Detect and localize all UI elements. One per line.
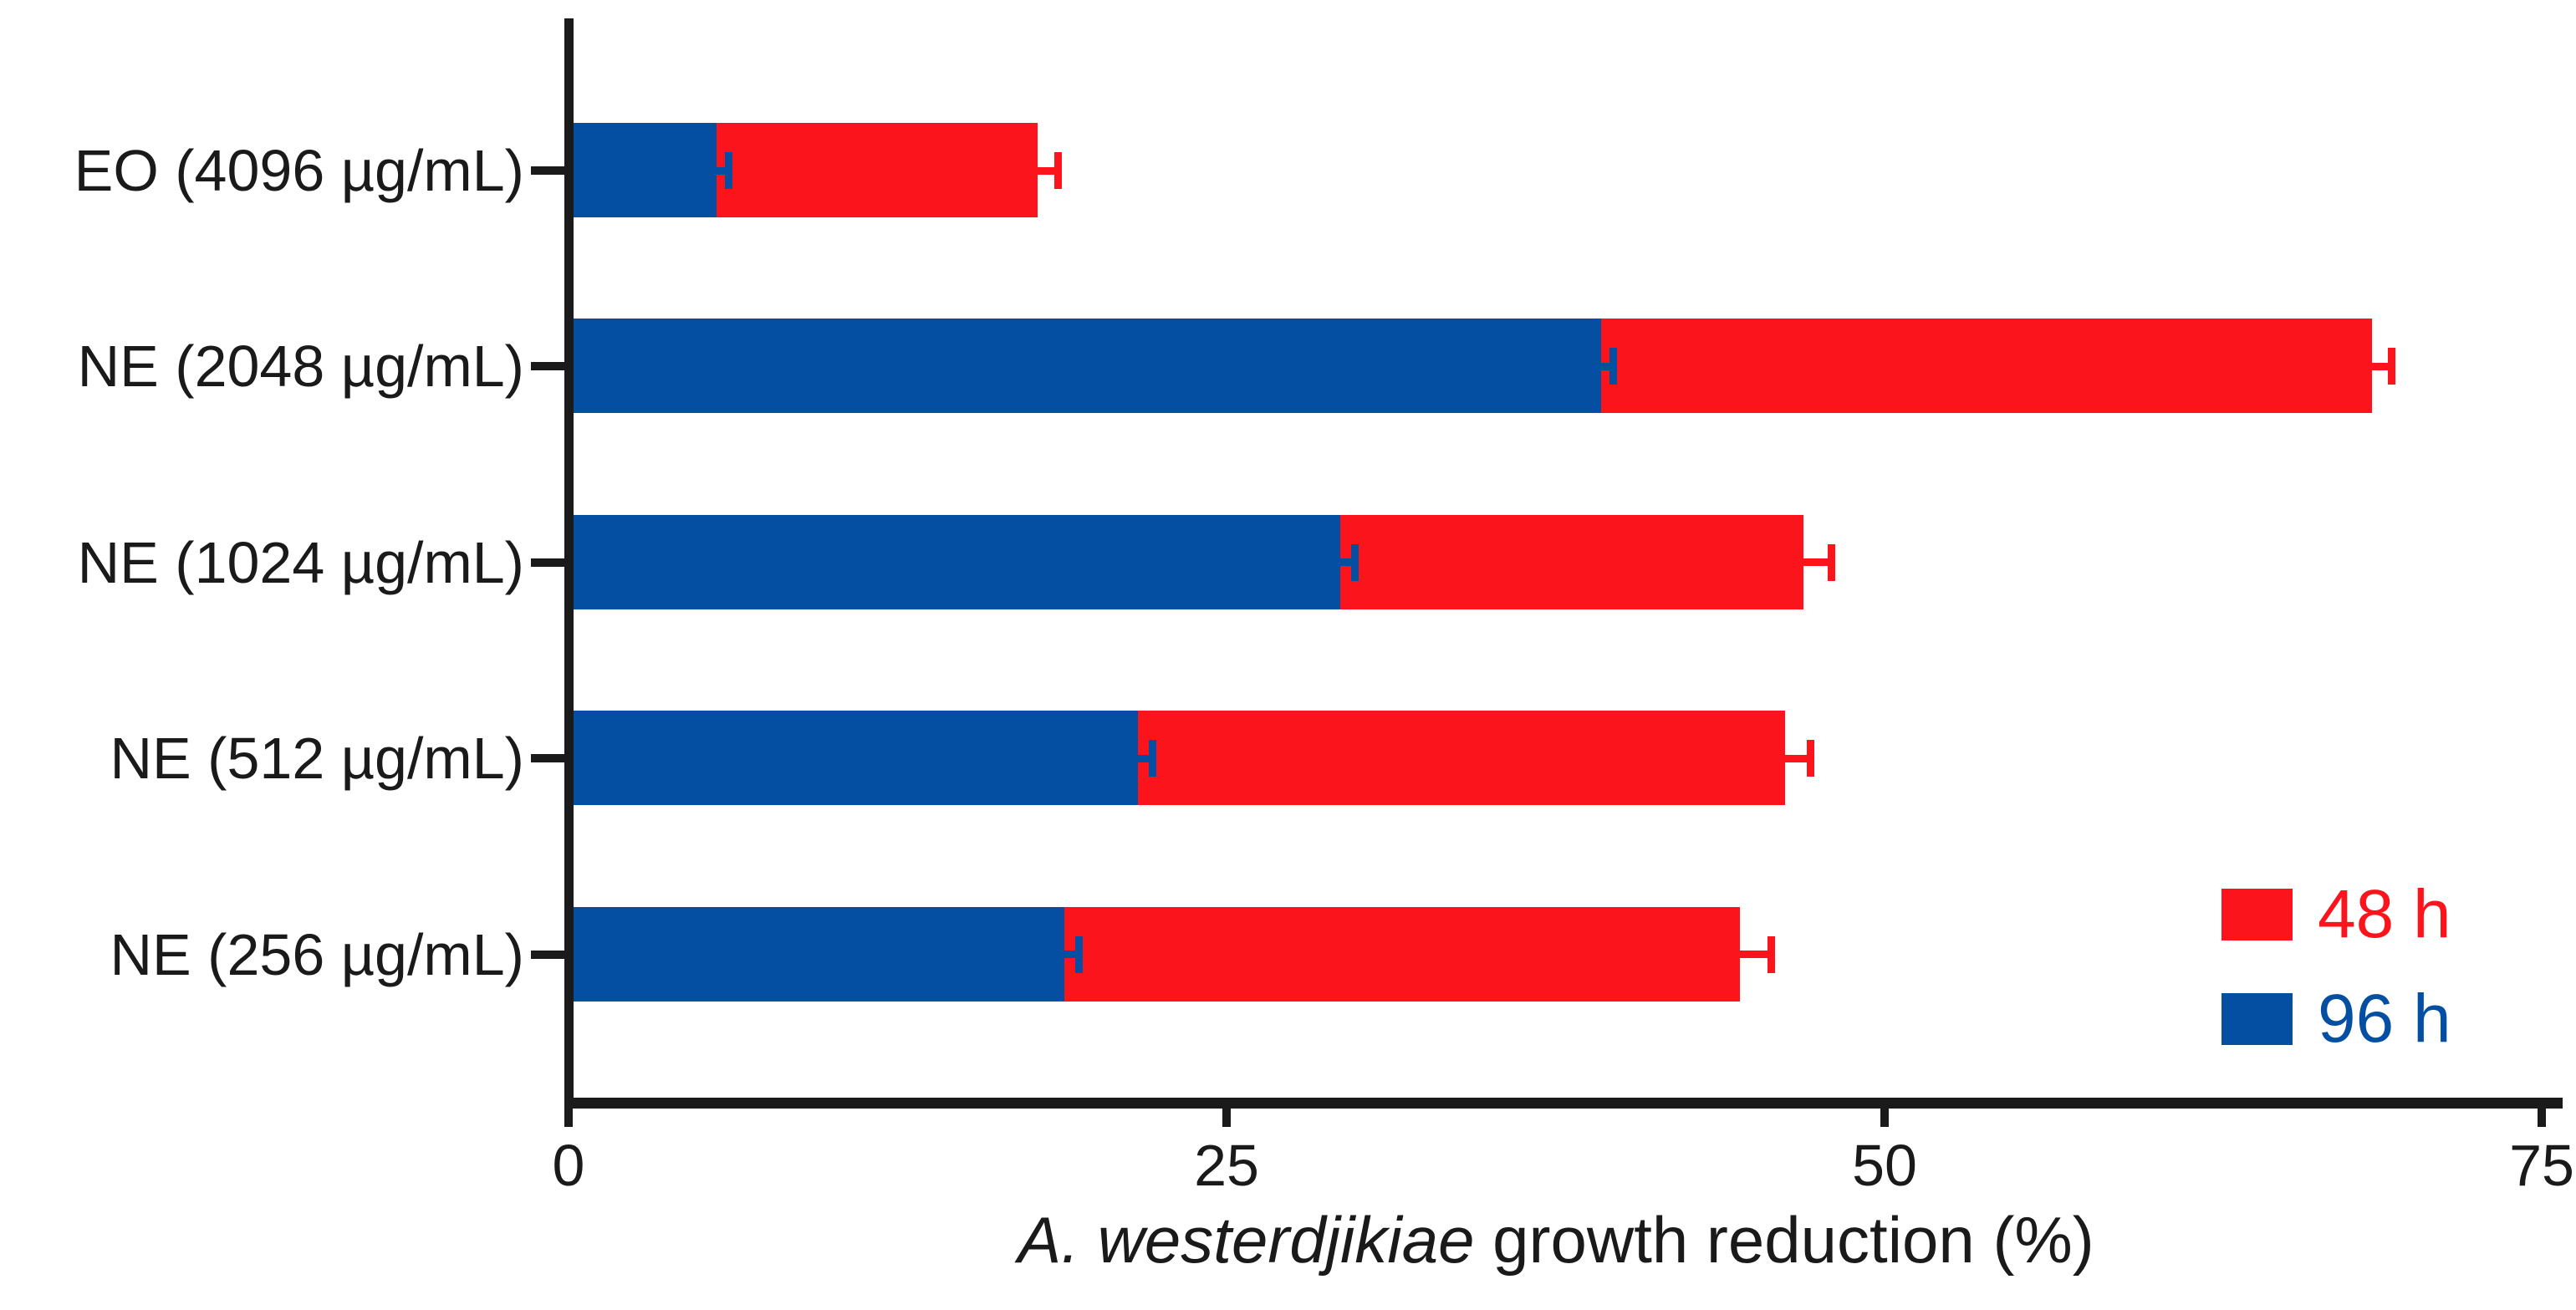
error-whisker-48h-2: [2371, 363, 2392, 370]
x-axis-title-rest: growth reduction (%): [1474, 1203, 2094, 1277]
y-axis-tick: [531, 166, 564, 175]
x-axis-tick: [564, 1109, 573, 1127]
error-whisker-48h-4: [1784, 755, 1810, 762]
legend-entry-48h: 48 h: [2221, 876, 2451, 952]
legend-label-48h: 48 h: [2318, 876, 2451, 952]
bar-96h-5: [569, 906, 1064, 1002]
error-whisker-48h-3: [1803, 558, 1832, 566]
error-cap-96h-3: [1351, 544, 1359, 581]
legend-swatch-96h: [2221, 993, 2293, 1045]
y-axis-line: [564, 18, 574, 1107]
y-axis-tick: [531, 362, 564, 371]
category-label: NE (1024 µg/mL): [77, 529, 524, 595]
error-cap-96h-5: [1075, 936, 1083, 973]
error-whisker-48h-5: [1739, 951, 1771, 958]
x-tick-label: 0: [552, 1133, 585, 1198]
error-whisker-96h-2: [1600, 363, 1614, 370]
x-tick-label: 25: [1194, 1133, 1259, 1198]
error-whisker-96h-1: [716, 167, 729, 175]
x-axis-title: A. westerdjikiae growth reduction (%): [1018, 1203, 2094, 1277]
x-axis-tick: [1222, 1109, 1231, 1127]
x-axis-tick: [1880, 1109, 1889, 1127]
bar-96h-2: [569, 319, 1601, 414]
y-axis-tick: [531, 558, 564, 567]
legend-entry-96h: 96 h: [2221, 981, 2451, 1057]
error-cap-48h-3: [1828, 544, 1835, 581]
error-cap-48h-5: [1767, 936, 1775, 973]
bar-96h-4: [569, 711, 1138, 806]
bar-96h-3: [569, 514, 1340, 609]
error-cap-48h-1: [1054, 152, 1062, 189]
category-label: NE (2048 µg/mL): [77, 334, 524, 400]
error-whisker-96h-3: [1339, 558, 1355, 566]
category-label: NE (256 µg/mL): [110, 921, 524, 987]
x-tick-label: 50: [1852, 1133, 1917, 1198]
category-label: NE (512 µg/mL): [110, 726, 524, 792]
legend-label-96h: 96 h: [2318, 981, 2451, 1057]
x-axis-title-species: A. westerdjikiae: [1018, 1203, 1475, 1277]
x-axis-line: [564, 1098, 2563, 1109]
y-axis-tick: [531, 754, 564, 763]
category-label: EO (4096 µg/mL): [74, 138, 524, 203]
error-whisker-96h-4: [1137, 755, 1153, 762]
x-tick-label: 75: [2509, 1133, 2574, 1198]
x-axis-tick: [2538, 1109, 2546, 1127]
error-cap-48h-2: [2388, 348, 2395, 385]
error-whisker-48h-1: [1037, 167, 1058, 175]
error-whisker-96h-5: [1064, 951, 1079, 958]
bar-96h-1: [569, 123, 717, 217]
error-cap-96h-4: [1149, 740, 1156, 777]
error-cap-96h-1: [725, 152, 732, 189]
error-cap-48h-4: [1807, 740, 1814, 777]
y-axis-tick: [531, 950, 564, 959]
error-cap-96h-2: [1609, 348, 1617, 385]
legend-swatch-48h: [2221, 889, 2293, 940]
